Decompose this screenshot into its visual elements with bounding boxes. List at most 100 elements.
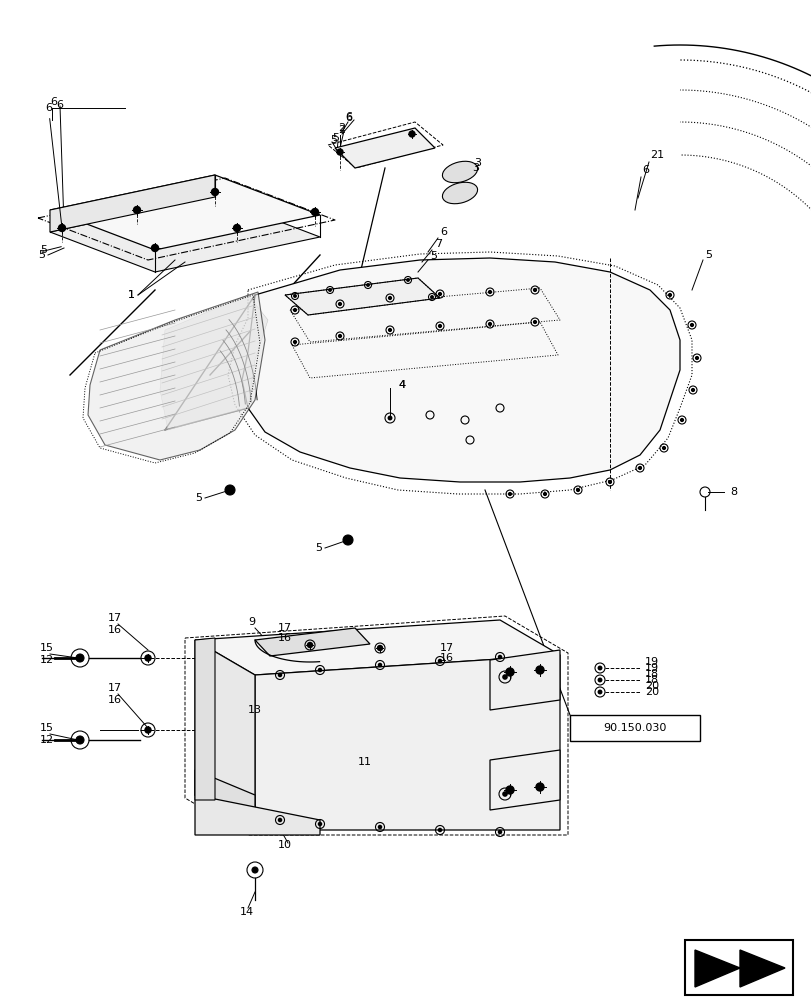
Text: 20: 20 [644,681,659,691]
Circle shape [328,289,331,291]
Polygon shape [50,197,320,272]
Circle shape [337,149,342,155]
Circle shape [505,668,513,676]
Circle shape [76,654,84,662]
Text: 17: 17 [108,613,122,623]
Circle shape [598,690,601,694]
Ellipse shape [442,182,477,204]
Ellipse shape [442,161,477,183]
Circle shape [508,493,511,495]
Text: 10: 10 [277,840,292,850]
Circle shape [502,675,507,679]
Polygon shape [195,795,320,835]
Polygon shape [255,655,560,830]
Circle shape [145,655,151,661]
Circle shape [543,493,546,495]
Circle shape [406,279,409,281]
Circle shape [598,666,601,670]
Text: 5: 5 [40,245,47,255]
Circle shape [311,209,318,216]
Polygon shape [195,620,560,675]
Circle shape [145,728,150,732]
Circle shape [667,294,671,296]
Text: 9: 9 [247,617,255,627]
Circle shape [695,357,697,359]
Circle shape [307,643,312,648]
Circle shape [294,295,296,297]
Circle shape [338,303,341,305]
Text: 16: 16 [440,653,453,663]
Circle shape [251,867,258,873]
Circle shape [308,643,311,647]
Circle shape [498,655,501,659]
Polygon shape [160,295,268,430]
Circle shape [378,646,381,650]
Circle shape [388,416,391,420]
Circle shape [488,323,491,325]
Circle shape [637,467,641,469]
Circle shape [535,666,543,674]
Polygon shape [195,770,255,820]
Text: 6: 6 [45,103,62,225]
Text: 4: 4 [397,380,405,390]
Text: 6: 6 [345,113,351,123]
Circle shape [691,389,693,391]
Circle shape [535,783,543,791]
Circle shape [133,207,140,214]
Text: 5: 5 [332,133,338,143]
Polygon shape [50,175,215,232]
Polygon shape [50,175,320,250]
Circle shape [689,324,693,326]
Text: 5: 5 [315,543,322,553]
Text: 5: 5 [38,250,45,260]
Text: 5: 5 [195,493,202,503]
Text: 12: 12 [40,735,54,745]
Text: 16: 16 [277,633,292,643]
Circle shape [318,668,321,672]
Circle shape [438,325,441,327]
Circle shape [533,321,536,323]
Circle shape [502,792,507,796]
Text: 3: 3 [471,163,478,173]
Circle shape [438,828,441,832]
Circle shape [438,293,441,295]
Text: 19: 19 [644,663,659,673]
Circle shape [576,489,579,491]
Polygon shape [255,628,370,656]
Circle shape [598,678,601,682]
Circle shape [367,284,369,286]
Text: 1: 1 [128,290,135,300]
Circle shape [388,329,391,331]
Text: 14: 14 [240,907,254,917]
Polygon shape [335,128,435,168]
Circle shape [505,786,513,794]
Text: 21: 21 [649,150,663,160]
Text: 12: 12 [40,655,54,665]
Circle shape [76,736,84,744]
Circle shape [498,830,501,834]
Text: 3: 3 [474,158,480,168]
Text: 5: 5 [329,135,337,145]
Text: 11: 11 [358,757,371,767]
Circle shape [211,188,218,196]
Circle shape [318,822,321,826]
Text: 4: 4 [397,380,405,390]
Text: 8: 8 [729,487,736,497]
Circle shape [488,291,491,293]
Text: 19: 19 [644,657,659,667]
Circle shape [294,341,296,343]
Text: 6: 6 [50,97,57,107]
Text: 7: 7 [435,239,441,249]
Text: 15: 15 [40,643,54,653]
Text: 18: 18 [644,669,659,679]
Text: 5: 5 [704,250,711,260]
Circle shape [225,485,234,495]
Text: 15: 15 [40,723,54,733]
Circle shape [278,818,281,822]
Circle shape [234,225,240,232]
Polygon shape [195,638,215,800]
Circle shape [342,535,353,545]
Text: 6: 6 [56,100,63,110]
Circle shape [145,727,151,733]
Text: 17: 17 [440,643,453,653]
